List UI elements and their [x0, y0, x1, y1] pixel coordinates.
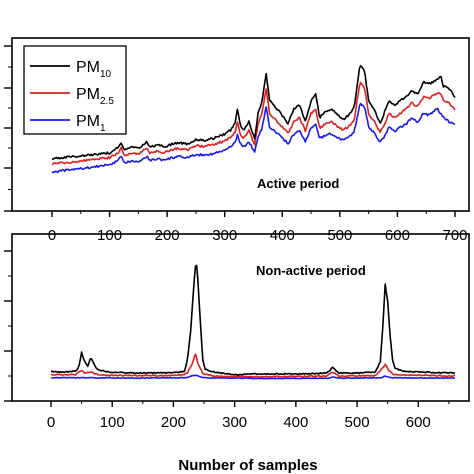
legend-entry: PM10	[76, 59, 112, 80]
top-x-tick-label: 700	[442, 227, 467, 244]
bottom-series-pm10-line	[50, 264, 456, 376]
top-x-tick-label: 500	[327, 227, 352, 244]
top-series-pm1-line	[51, 102, 456, 174]
bottom-annotation: Non-active period	[256, 263, 366, 278]
top-x-tick-label: 0	[48, 227, 56, 244]
bottom-plot-frame	[11, 233, 470, 402]
bottom-axis-ticks: 0 100 200 300 400 500 600	[4, 250, 450, 431]
top-x-tick-label: 400	[270, 227, 295, 244]
top-x-tick-label: 200	[155, 227, 180, 244]
top-axis-ticks: 0 100 200 300 400 500 600 700	[4, 45, 468, 244]
bottom-series-lines	[50, 264, 456, 380]
top-series-pm25-line	[51, 81, 456, 166]
bottom-x-tick-label: 500	[345, 414, 370, 431]
bottom-x-tick-label: 100	[100, 414, 125, 431]
bottom-x-tick-label: 600	[406, 414, 431, 431]
bottom-series-pm25-line	[50, 353, 455, 378]
x-axis-label: Number of samples	[178, 457, 317, 474]
bottom-panel: 0 100 200 300 400 500 600 Non-active period	[4, 233, 470, 431]
bottom-x-tick-label: 300	[222, 414, 247, 431]
top-x-tick-label: 600	[385, 227, 410, 244]
top-series-pm10-line	[51, 64, 456, 160]
bottom-x-tick-label: 200	[161, 414, 186, 431]
top-x-tick-label: 300	[212, 227, 237, 244]
top-panel: 0 100 200 300 400 500 600 700 Active period PM1…	[4, 37, 470, 244]
top-plot-frame	[11, 37, 470, 212]
bottom-x-tick-label: 0	[47, 414, 55, 431]
top-series-lines	[51, 64, 456, 174]
top-x-tick-label: 100	[97, 227, 122, 244]
legend-entry: PM2.5	[76, 86, 114, 107]
legend-entry: PM1	[76, 113, 106, 134]
bottom-series-pm1-line	[50, 374, 455, 380]
bottom-x-tick-label: 400	[283, 414, 308, 431]
legend: PM10 PM2.5 PM1	[23, 45, 127, 135]
top-annotation: Active period	[257, 176, 339, 191]
